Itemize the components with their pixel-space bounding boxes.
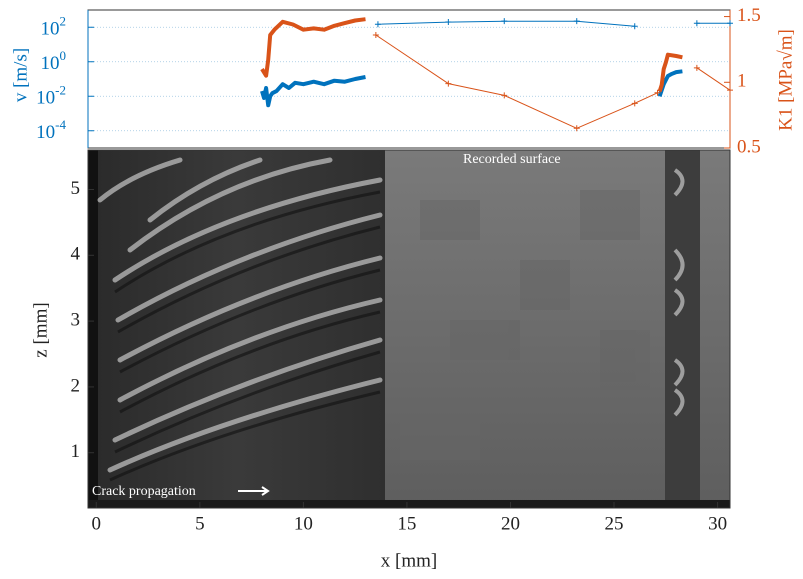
y-tick-label-base: 10 <box>41 19 60 40</box>
x-tick-label: 15 <box>397 513 416 534</box>
y-tick-label: 4 <box>71 244 81 265</box>
x-tick-label: 0 <box>92 513 102 534</box>
point-marker <box>445 19 452 26</box>
point-marker <box>727 20 733 27</box>
point-marker <box>445 80 452 87</box>
y-tick-label-base: 10 <box>41 53 60 74</box>
y2-tick-label: 1.5 <box>737 5 761 26</box>
y-axis-label: v [m/s] <box>10 48 31 102</box>
z-axis-label: z [mm] <box>30 302 51 357</box>
y-tick-label: 1 <box>71 441 81 462</box>
y2-tick-label: 1 <box>737 71 747 92</box>
point-marker <box>501 18 508 25</box>
y-tick-label: 2 <box>71 375 81 396</box>
x-tick-label: 25 <box>605 513 624 534</box>
point-marker <box>374 21 381 28</box>
y-tick-label-base: 10 <box>36 88 55 109</box>
point-marker <box>372 31 379 38</box>
top-plot-frame <box>87 9 731 149</box>
x-tick-label: 10 <box>294 513 313 534</box>
series-line <box>260 17 683 93</box>
point-marker <box>573 125 580 132</box>
y2-tick-label: 0.5 <box>737 136 761 157</box>
point-marker <box>501 92 508 99</box>
point-marker <box>727 87 733 94</box>
point-marker <box>693 20 700 27</box>
y-tick-label-base: 10 <box>36 122 55 143</box>
micrograph <box>88 150 730 508</box>
point-marker <box>631 23 638 30</box>
point-marker <box>693 64 700 71</box>
x-tick-label: 30 <box>708 513 727 534</box>
image-frame <box>87 149 731 509</box>
y-tick-label: 100 <box>41 48 67 74</box>
point-marker <box>654 89 661 96</box>
y-tick-label: 3 <box>71 309 81 330</box>
y-tick-label: 10-4 <box>36 117 66 143</box>
annotation: Recorded surface <box>463 152 561 167</box>
x-axis-label: x [mm] <box>381 550 437 571</box>
y-tick-label: 10-2 <box>36 82 66 108</box>
point-marker <box>573 18 580 25</box>
x-tick-label: 5 <box>195 513 205 534</box>
annotation: Crack propagation <box>92 484 196 499</box>
y-tick-label-exponent: -4 <box>55 117 66 132</box>
y2-axis-label: K1 [MPa√m] <box>775 29 796 131</box>
y-tick-label: 5 <box>71 178 81 199</box>
y-tick-label-exponent: -2 <box>55 82 66 97</box>
y-tick-label-exponent: 2 <box>60 13 67 28</box>
x-tick-label: 20 <box>501 513 520 534</box>
y-tick-label: 102 <box>41 13 67 39</box>
point-marker <box>631 100 638 107</box>
y-tick-label-exponent: 0 <box>60 48 67 63</box>
series-line <box>375 34 731 129</box>
